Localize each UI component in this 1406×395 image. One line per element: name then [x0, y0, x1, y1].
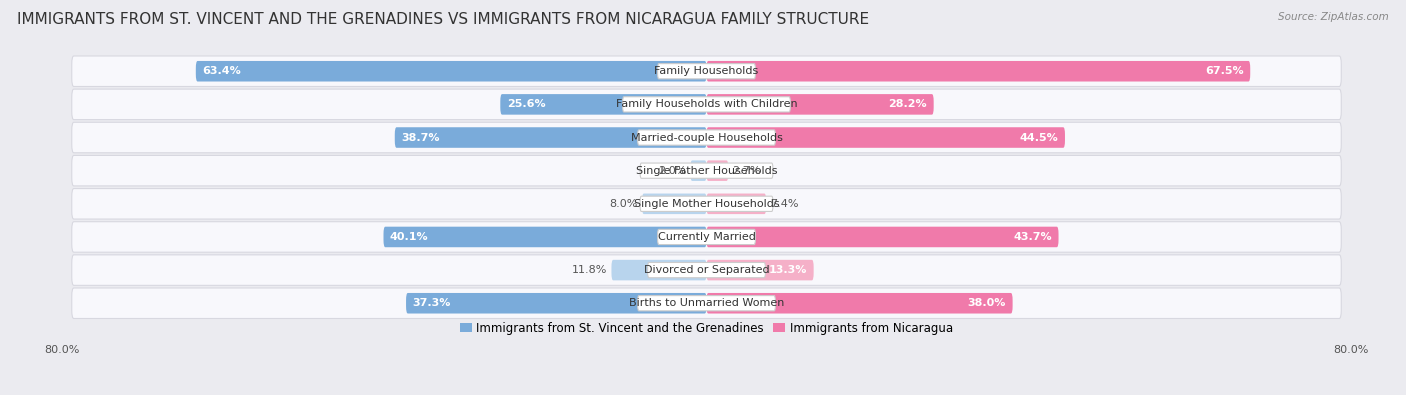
Text: Family Households with Children: Family Households with Children [616, 100, 797, 109]
FancyBboxPatch shape [658, 229, 755, 245]
Text: Currently Married: Currently Married [658, 232, 755, 242]
FancyBboxPatch shape [648, 262, 765, 278]
Text: 67.5%: 67.5% [1205, 66, 1244, 76]
Text: Family Households: Family Households [654, 66, 759, 76]
Text: 38.7%: 38.7% [401, 133, 440, 143]
Text: 8.0%: 8.0% [610, 199, 638, 209]
Text: 2.0%: 2.0% [658, 166, 686, 176]
Text: 28.2%: 28.2% [889, 100, 927, 109]
FancyBboxPatch shape [72, 89, 1341, 120]
FancyBboxPatch shape [640, 196, 773, 211]
FancyBboxPatch shape [640, 163, 773, 178]
FancyBboxPatch shape [195, 61, 707, 81]
FancyBboxPatch shape [638, 130, 775, 145]
Text: 37.3%: 37.3% [412, 298, 451, 308]
FancyBboxPatch shape [612, 260, 707, 280]
Text: 2.7%: 2.7% [733, 166, 761, 176]
Text: 43.7%: 43.7% [1014, 232, 1052, 242]
FancyBboxPatch shape [72, 288, 1341, 318]
FancyBboxPatch shape [72, 155, 1341, 186]
Text: 44.5%: 44.5% [1019, 133, 1059, 143]
FancyBboxPatch shape [707, 260, 814, 280]
FancyBboxPatch shape [72, 188, 1341, 219]
FancyBboxPatch shape [707, 194, 766, 214]
FancyBboxPatch shape [707, 127, 1064, 148]
FancyBboxPatch shape [501, 94, 707, 115]
FancyBboxPatch shape [72, 222, 1341, 252]
Text: Source: ZipAtlas.com: Source: ZipAtlas.com [1278, 12, 1389, 22]
Text: 63.4%: 63.4% [202, 66, 240, 76]
FancyBboxPatch shape [690, 160, 707, 181]
FancyBboxPatch shape [384, 227, 707, 247]
Text: Married-couple Households: Married-couple Households [630, 133, 783, 143]
FancyBboxPatch shape [72, 122, 1341, 153]
Text: Births to Unmarried Women: Births to Unmarried Women [628, 298, 785, 308]
Text: Divorced or Separated: Divorced or Separated [644, 265, 769, 275]
Text: Single Father Households: Single Father Households [636, 166, 778, 176]
FancyBboxPatch shape [406, 293, 707, 314]
Text: 40.1%: 40.1% [389, 232, 429, 242]
Text: Single Mother Households: Single Mother Households [634, 199, 779, 209]
FancyBboxPatch shape [72, 56, 1341, 87]
FancyBboxPatch shape [658, 64, 755, 79]
FancyBboxPatch shape [707, 61, 1250, 81]
Text: 38.0%: 38.0% [967, 298, 1007, 308]
FancyBboxPatch shape [707, 227, 1059, 247]
FancyBboxPatch shape [707, 293, 1012, 314]
Text: 25.6%: 25.6% [506, 100, 546, 109]
Text: 11.8%: 11.8% [572, 265, 607, 275]
FancyBboxPatch shape [623, 97, 790, 112]
Text: 7.4%: 7.4% [770, 199, 799, 209]
Legend: Immigrants from St. Vincent and the Grenadines, Immigrants from Nicaragua: Immigrants from St. Vincent and the Gren… [456, 317, 957, 340]
FancyBboxPatch shape [72, 255, 1341, 285]
Text: IMMIGRANTS FROM ST. VINCENT AND THE GRENADINES VS IMMIGRANTS FROM NICARAGUA FAMI: IMMIGRANTS FROM ST. VINCENT AND THE GREN… [17, 12, 869, 27]
FancyBboxPatch shape [707, 94, 934, 115]
Text: 13.3%: 13.3% [769, 265, 807, 275]
FancyBboxPatch shape [643, 194, 707, 214]
FancyBboxPatch shape [638, 295, 775, 311]
FancyBboxPatch shape [707, 160, 728, 181]
FancyBboxPatch shape [395, 127, 707, 148]
